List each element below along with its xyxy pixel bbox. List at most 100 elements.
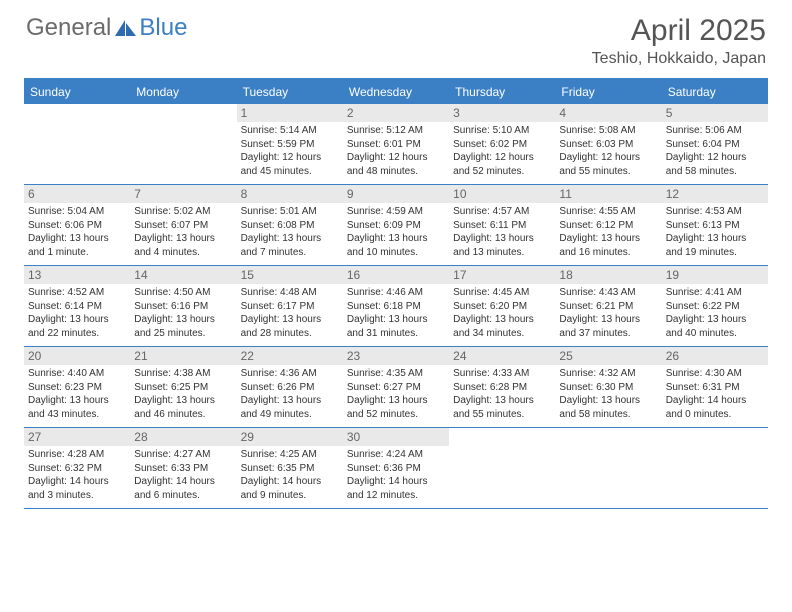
sun-info: Sunrise: 4:55 AMSunset: 6:12 PMDaylight:…	[559, 205, 657, 259]
empty-cell	[130, 104, 236, 184]
sail-icon	[115, 20, 137, 36]
sun-info: Sunrise: 4:50 AMSunset: 6:16 PMDaylight:…	[134, 286, 232, 340]
sun-info: Sunrise: 4:40 AMSunset: 6:23 PMDaylight:…	[28, 367, 126, 421]
empty-cell	[449, 428, 555, 508]
day-number: 10	[449, 185, 555, 203]
sun-info: Sunrise: 5:14 AMSunset: 5:59 PMDaylight:…	[241, 124, 339, 178]
weekday-friday: Friday	[555, 80, 661, 104]
sun-info: Sunrise: 4:43 AMSunset: 6:21 PMDaylight:…	[559, 286, 657, 340]
day-cell: 23Sunrise: 4:35 AMSunset: 6:27 PMDayligh…	[343, 347, 449, 427]
day-number: 26	[662, 347, 768, 365]
sun-info: Sunrise: 5:01 AMSunset: 6:08 PMDaylight:…	[241, 205, 339, 259]
sun-info: Sunrise: 5:12 AMSunset: 6:01 PMDaylight:…	[347, 124, 445, 178]
sun-info: Sunrise: 4:35 AMSunset: 6:27 PMDaylight:…	[347, 367, 445, 421]
sun-info: Sunrise: 4:45 AMSunset: 6:20 PMDaylight:…	[453, 286, 551, 340]
sun-info: Sunrise: 5:08 AMSunset: 6:03 PMDaylight:…	[559, 124, 657, 178]
day-number: 8	[237, 185, 343, 203]
week-row: 13Sunrise: 4:52 AMSunset: 6:14 PMDayligh…	[24, 266, 768, 347]
day-cell: 8 Sunrise: 5:01 AMSunset: 6:08 PMDaylight…	[237, 185, 343, 265]
day-cell: 19 Sunrise: 4:41 AMSunset: 6:22 PMDayligh…	[662, 266, 768, 346]
sun-info: Sunrise: 5:02 AMSunset: 6:07 PMDaylight:…	[134, 205, 232, 259]
sun-info: Sunrise: 5:06 AMSunset: 6:04 PMDaylight:…	[666, 124, 764, 178]
day-cell: 24Sunrise: 4:33 AMSunset: 6:28 PMDayligh…	[449, 347, 555, 427]
day-cell: 27Sunrise: 4:28 AMSunset: 6:32 PMDayligh…	[24, 428, 130, 508]
day-number: 22	[237, 347, 343, 365]
day-number: 21	[130, 347, 236, 365]
day-cell: 3 Sunrise: 5:10 AMSunset: 6:02 PMDaylight…	[449, 104, 555, 184]
day-cell: 12Sunrise: 4:53 AMSunset: 6:13 PMDayligh…	[662, 185, 768, 265]
brand-part2: Blue	[139, 14, 187, 42]
day-cell: 15Sunrise: 4:48 AMSunset: 6:17 PMDayligh…	[237, 266, 343, 346]
day-cell: 17 Sunrise: 4:45 AMSunset: 6:20 PMDayligh…	[449, 266, 555, 346]
page-header: General Blue April 2025 Teshio, Hokkaido…	[0, 0, 792, 76]
calendar: SundayMondayTuesdayWednesdayThursdayFrid…	[24, 78, 768, 509]
week-row: 20 Sunrise: 4:40 AMSunset: 6:23 PMDayligh…	[24, 347, 768, 428]
day-cell: 7 Sunrise: 5:02 AMSunset: 6:07 PMDaylight…	[130, 185, 236, 265]
day-number: 18	[555, 266, 661, 284]
day-cell: 22 Sunrise: 4:36 AMSunset: 6:26 PMDayligh…	[237, 347, 343, 427]
sun-info: Sunrise: 4:24 AMSunset: 6:36 PMDaylight:…	[347, 448, 445, 502]
sun-info: Sunrise: 5:04 AMSunset: 6:06 PMDaylight:…	[28, 205, 126, 259]
day-cell: 10Sunrise: 4:57 AMSunset: 6:11 PMDayligh…	[449, 185, 555, 265]
empty-cell	[662, 428, 768, 508]
sun-info: Sunrise: 4:36 AMSunset: 6:26 PMDaylight:…	[241, 367, 339, 421]
day-cell: 29Sunrise: 4:25 AMSunset: 6:35 PMDayligh…	[237, 428, 343, 508]
week-row: 1 Sunrise: 5:14 AMSunset: 5:59 PMDaylight…	[24, 104, 768, 185]
day-number: 17	[449, 266, 555, 284]
sun-info: Sunrise: 4:25 AMSunset: 6:35 PMDaylight:…	[241, 448, 339, 502]
day-number: 16	[343, 266, 449, 284]
day-cell: 5Sunrise: 5:06 AMSunset: 6:04 PMDaylight…	[662, 104, 768, 184]
sun-info: Sunrise: 4:46 AMSunset: 6:18 PMDaylight:…	[347, 286, 445, 340]
day-cell: 20 Sunrise: 4:40 AMSunset: 6:23 PMDayligh…	[24, 347, 130, 427]
day-cell: 11 Sunrise: 4:55 AMSunset: 6:12 PMDayligh…	[555, 185, 661, 265]
day-number: 19	[662, 266, 768, 284]
weekday-header: SundayMondayTuesdayWednesdayThursdayFrid…	[24, 80, 768, 104]
day-number: 6	[24, 185, 130, 203]
day-number: 25	[555, 347, 661, 365]
day-cell: 16 Sunrise: 4:46 AMSunset: 6:18 PMDayligh…	[343, 266, 449, 346]
day-number: 24	[449, 347, 555, 365]
day-number: 3	[449, 104, 555, 122]
brand-logo: General Blue	[26, 14, 187, 42]
week-row: 6 Sunrise: 5:04 AMSunset: 6:06 PMDaylight…	[24, 185, 768, 266]
day-number: 14	[130, 266, 236, 284]
sun-info: Sunrise: 4:48 AMSunset: 6:17 PMDaylight:…	[241, 286, 339, 340]
day-number: 7	[130, 185, 236, 203]
day-number: 13	[24, 266, 130, 284]
sun-info: Sunrise: 4:30 AMSunset: 6:31 PMDaylight:…	[666, 367, 764, 421]
sun-info: Sunrise: 4:41 AMSunset: 6:22 PMDaylight:…	[666, 286, 764, 340]
day-number: 30	[343, 428, 449, 446]
sun-info: Sunrise: 4:59 AMSunset: 6:09 PMDaylight:…	[347, 205, 445, 259]
day-number: 2	[343, 104, 449, 122]
day-number: 1	[237, 104, 343, 122]
weekday-sunday: Sunday	[24, 80, 130, 104]
sun-info: Sunrise: 4:38 AMSunset: 6:25 PMDaylight:…	[134, 367, 232, 421]
day-cell: 30 Sunrise: 4:24 AMSunset: 6:36 PMDayligh…	[343, 428, 449, 508]
sun-info: Sunrise: 4:27 AMSunset: 6:33 PMDaylight:…	[134, 448, 232, 502]
day-cell: 9 Sunrise: 4:59 AMSunset: 6:09 PMDaylight…	[343, 185, 449, 265]
weekday-thursday: Thursday	[449, 80, 555, 104]
day-cell: 4Sunrise: 5:08 AMSunset: 6:03 PMDaylight…	[555, 104, 661, 184]
week-row: 27Sunrise: 4:28 AMSunset: 6:32 PMDayligh…	[24, 428, 768, 509]
day-number: 9	[343, 185, 449, 203]
day-cell: 13Sunrise: 4:52 AMSunset: 6:14 PMDayligh…	[24, 266, 130, 346]
day-number: 28	[130, 428, 236, 446]
month-title: April 2025	[592, 14, 766, 48]
sun-info: Sunrise: 5:10 AMSunset: 6:02 PMDaylight:…	[453, 124, 551, 178]
weekday-wednesday: Wednesday	[343, 80, 449, 104]
day-cell: 14 Sunrise: 4:50 AMSunset: 6:16 PMDayligh…	[130, 266, 236, 346]
location-label: Teshio, Hokkaido, Japan	[592, 50, 766, 68]
day-cell: 6 Sunrise: 5:04 AMSunset: 6:06 PMDaylight…	[24, 185, 130, 265]
sun-info: Sunrise: 4:28 AMSunset: 6:32 PMDaylight:…	[28, 448, 126, 502]
day-cell: 1 Sunrise: 5:14 AMSunset: 5:59 PMDaylight…	[237, 104, 343, 184]
day-number: 11	[555, 185, 661, 203]
sun-info: Sunrise: 4:53 AMSunset: 6:13 PMDaylight:…	[666, 205, 764, 259]
day-cell: 28 Sunrise: 4:27 AMSunset: 6:33 PMDayligh…	[130, 428, 236, 508]
day-number: 20	[24, 347, 130, 365]
weekday-tuesday: Tuesday	[237, 80, 343, 104]
day-cell: 26 Sunrise: 4:30 AMSunset: 6:31 PMDayligh…	[662, 347, 768, 427]
day-cell: 18 Sunrise: 4:43 AMSunset: 6:21 PMDayligh…	[555, 266, 661, 346]
empty-cell	[24, 104, 130, 184]
weekday-saturday: Saturday	[662, 80, 768, 104]
weekday-monday: Monday	[130, 80, 236, 104]
